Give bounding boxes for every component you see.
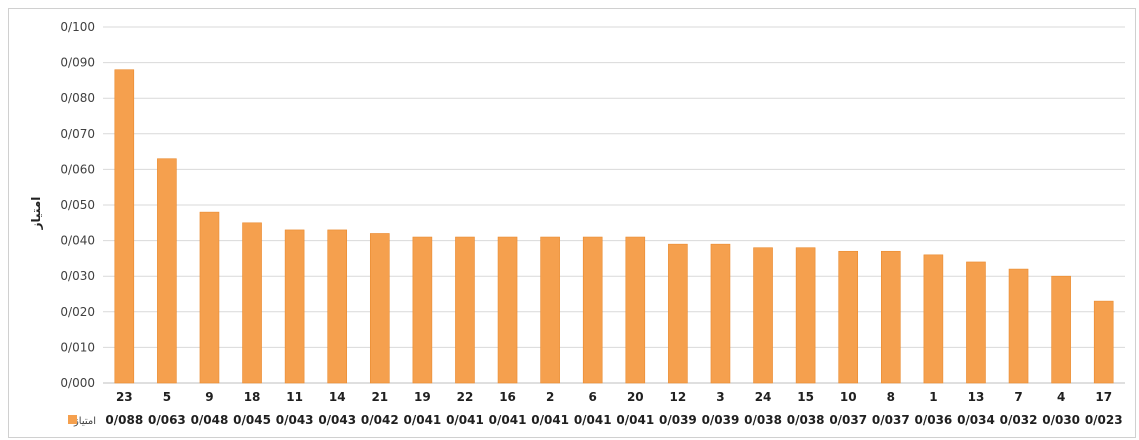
bar bbox=[710, 243, 731, 384]
data-table-row: 0/088 0/063 0/048 0/045 0/043 0/043 0/042 0/041… bbox=[105, 413, 1122, 427]
x-tick-label: 1 bbox=[929, 390, 937, 404]
bar bbox=[540, 236, 560, 384]
y-axis-label: امتیاز bbox=[29, 197, 43, 231]
bar bbox=[1051, 275, 1071, 384]
legend-label: امتیاز bbox=[73, 416, 96, 427]
bar bbox=[199, 211, 220, 384]
data-table-value: 0/088 bbox=[105, 413, 143, 427]
x-tick-label: 23 bbox=[116, 390, 133, 404]
bars bbox=[114, 69, 1114, 384]
y-tick-label: 0/010 bbox=[60, 340, 95, 354]
data-table-value: 0/030 bbox=[1042, 413, 1080, 427]
y-tick-label: 0/080 bbox=[60, 91, 95, 105]
y-tick-label: 0/050 bbox=[60, 198, 95, 212]
y-tick-label: 0/020 bbox=[60, 305, 95, 319]
bar bbox=[369, 233, 390, 384]
bar bbox=[497, 236, 518, 384]
x-tick-label: 12 bbox=[670, 390, 687, 404]
y-tick-label: 0/090 bbox=[60, 56, 95, 70]
data-table-value: 0/041 bbox=[616, 413, 654, 427]
bar bbox=[753, 247, 773, 384]
data-table-value: 0/038 bbox=[744, 413, 782, 427]
x-tick-label: 24 bbox=[755, 390, 772, 404]
x-tick-label: 14 bbox=[329, 390, 346, 404]
y-tick-label: 0/100 bbox=[60, 20, 95, 34]
data-table-value: 0/043 bbox=[318, 413, 356, 427]
data-table-value: 0/063 bbox=[148, 413, 186, 427]
data-table-value: 0/032 bbox=[1000, 413, 1038, 427]
x-tick-label: 5 bbox=[163, 390, 171, 404]
bar bbox=[157, 158, 177, 384]
data-table-value: 0/041 bbox=[574, 413, 612, 427]
bar bbox=[455, 236, 475, 384]
bar bbox=[625, 236, 646, 384]
x-tick-label: 2 bbox=[546, 390, 554, 404]
y-tick-label: 0/030 bbox=[60, 269, 95, 283]
data-table-value: 0/036 bbox=[914, 413, 952, 427]
y-tick-label: 0/040 bbox=[60, 234, 95, 248]
x-tick-label: 4 bbox=[1057, 390, 1065, 404]
x-tick-label: 10 bbox=[840, 390, 857, 404]
y-tick-label: 0/070 bbox=[60, 127, 95, 141]
y-axis-ticks: 0/000 0/010 0/020 0/030 0/040 0/050 0/060 0/070… bbox=[60, 20, 95, 390]
data-table-value: 0/041 bbox=[531, 413, 569, 427]
bar bbox=[838, 250, 859, 384]
bar bbox=[284, 229, 305, 384]
x-tick-label: 20 bbox=[627, 390, 644, 404]
bar bbox=[327, 229, 348, 384]
data-table-value: 0/041 bbox=[489, 413, 527, 427]
y-tick-label: 0/000 bbox=[60, 376, 95, 390]
x-axis-ticks: 23 5 9 18 11 14 21 19 22 16 2 6 20 12 3 24 15 10 8 1 13 7 4 17 bbox=[116, 390, 1112, 404]
bar bbox=[1008, 268, 1029, 384]
legend: امتیاز bbox=[68, 415, 96, 427]
bar bbox=[966, 261, 986, 384]
x-tick-label: 17 bbox=[1095, 390, 1112, 404]
bar bbox=[114, 69, 135, 384]
x-tick-label: 9 bbox=[205, 390, 213, 404]
data-table-value: 0/023 bbox=[1085, 413, 1123, 427]
data-table-value: 0/037 bbox=[872, 413, 910, 427]
data-table-value: 0/037 bbox=[829, 413, 867, 427]
x-tick-label: 19 bbox=[414, 390, 431, 404]
x-tick-label: 7 bbox=[1014, 390, 1022, 404]
bar bbox=[582, 236, 603, 384]
legend-swatch bbox=[68, 415, 77, 424]
chart-frame bbox=[8, 8, 1136, 438]
data-table-value: 0/045 bbox=[233, 413, 271, 427]
x-tick-label: 11 bbox=[286, 390, 303, 404]
data-table-value: 0/048 bbox=[191, 413, 229, 427]
data-table-value: 0/041 bbox=[446, 413, 484, 427]
x-tick-label: 18 bbox=[244, 390, 261, 404]
x-tick-label: 15 bbox=[797, 390, 814, 404]
bar bbox=[668, 243, 688, 384]
bar bbox=[412, 236, 433, 384]
bar bbox=[795, 247, 816, 384]
gridlines bbox=[103, 26, 1125, 384]
x-tick-label: 21 bbox=[371, 390, 388, 404]
bar bbox=[1093, 300, 1114, 384]
x-tick-label: 16 bbox=[499, 390, 516, 404]
x-tick-label: 8 bbox=[887, 390, 895, 404]
x-tick-label: 22 bbox=[457, 390, 474, 404]
data-table-value: 0/039 bbox=[659, 413, 697, 427]
data-table-value: 0/038 bbox=[787, 413, 825, 427]
x-tick-label: 3 bbox=[716, 390, 724, 404]
data-table-value: 0/043 bbox=[276, 413, 314, 427]
x-tick-label: 13 bbox=[968, 390, 985, 404]
bar bbox=[242, 222, 262, 384]
bar bbox=[923, 254, 944, 384]
data-table-value: 0/041 bbox=[403, 413, 441, 427]
data-table-value: 0/034 bbox=[957, 413, 995, 427]
data-table-value: 0/042 bbox=[361, 413, 399, 427]
bar bbox=[880, 250, 901, 384]
data-table-value: 0/039 bbox=[702, 413, 740, 427]
x-tick-label: 6 bbox=[589, 390, 597, 404]
y-tick-label: 0/060 bbox=[60, 162, 95, 176]
